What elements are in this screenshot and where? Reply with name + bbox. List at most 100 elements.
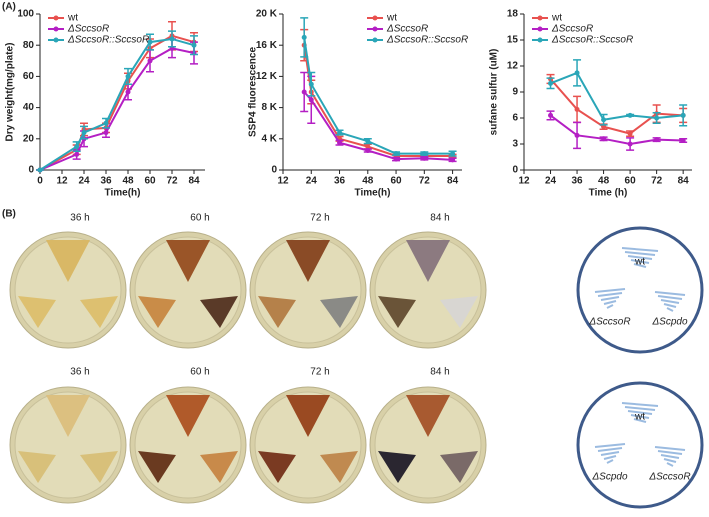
hatch [621, 247, 659, 252]
x-tick-label: 0 [37, 176, 43, 187]
colony [378, 451, 416, 483]
hatch [621, 402, 659, 407]
data-point [601, 136, 607, 142]
data-point [393, 156, 399, 162]
y-tick-label: 12 [507, 61, 519, 72]
data-point [393, 151, 399, 157]
x-tick-label: 24 [545, 176, 557, 187]
colony [286, 395, 330, 437]
hatch [600, 296, 620, 301]
data-point [125, 89, 131, 95]
time-label: 72 h [310, 213, 329, 224]
colony [80, 296, 118, 328]
y-tick-label: 8 K [261, 102, 277, 113]
colony [258, 451, 296, 483]
y-tick-label: 3 [512, 139, 518, 150]
data-point [627, 141, 633, 147]
legend-label: ΔSccsoR::SccsoR [67, 35, 149, 46]
data-point [308, 81, 314, 87]
x-tick-label: 48 [362, 176, 374, 187]
x-tick-label: 12 [277, 176, 289, 187]
y-tick-label: 6 [512, 113, 518, 124]
y-tick-label: 20 K [256, 9, 278, 20]
y-tick-label: 4 K [261, 133, 277, 144]
hatch [597, 447, 623, 452]
data-point [147, 58, 153, 64]
legend-marker [537, 26, 543, 32]
colony [258, 296, 296, 328]
x-axis-label: Time(h) [105, 188, 141, 199]
x-tick-label: 84 [188, 176, 200, 187]
x-tick-label: 36 [100, 176, 112, 187]
data-point [191, 42, 197, 48]
data-point [37, 167, 43, 173]
hatch [600, 451, 620, 456]
diagram-label: ΔSccsoR [648, 472, 690, 483]
y-axis-label: sufane sulfur (uM) [489, 49, 500, 136]
diagram-plate [576, 226, 704, 354]
data-point [365, 148, 371, 153]
diagram-label: ΔScpdo [591, 472, 628, 483]
panel-label: (A) [2, 2, 16, 13]
hatch [594, 443, 626, 448]
series-line [303, 37, 453, 155]
colony [18, 451, 56, 483]
data-point [74, 144, 80, 150]
data-point [601, 117, 607, 123]
colony [406, 240, 450, 282]
x-tick-label: 24 [78, 176, 90, 187]
data-point [450, 157, 456, 163]
legend-marker [537, 15, 543, 21]
panel-label: (B) [2, 209, 16, 220]
legend-label: ΔSccsoR [386, 24, 428, 35]
x-tick-label: 36 [571, 176, 583, 187]
time-label: 60 h [190, 367, 209, 378]
data-point [680, 138, 686, 144]
hatch [663, 458, 677, 463]
colony [440, 451, 478, 483]
x-axis-label: Time (h) [589, 188, 628, 199]
colony [166, 395, 210, 437]
colony [200, 296, 238, 328]
diagram-label: wt [634, 257, 645, 268]
series-line [550, 71, 684, 121]
y-tick-label: 60 [23, 71, 35, 82]
time-label: 60 h [190, 213, 209, 224]
colony [166, 240, 210, 282]
series-line [303, 45, 453, 157]
colony [18, 296, 56, 328]
hatch [666, 307, 674, 312]
x-tick-label: 48 [122, 176, 134, 187]
x-tick-label: 12 [518, 176, 530, 187]
time-label: 36 h [70, 367, 89, 378]
y-tick-label: 0 [512, 165, 518, 176]
data-point [365, 144, 371, 150]
hatch [654, 446, 686, 451]
colony [378, 296, 416, 328]
legend-label: ΔSccsoR::SccsoR [551, 35, 633, 46]
legend-label: ΔSccsoR::SccsoR [386, 35, 468, 46]
diagram-plate [576, 381, 704, 509]
colony [46, 240, 90, 282]
y-tick-label: 15 [507, 35, 519, 46]
time-label: 36 h [70, 213, 89, 224]
y-axis-label: Dry weight(mg/plate) [5, 43, 16, 142]
data-point [627, 131, 633, 137]
y-tick-label: 9 [512, 87, 518, 98]
data-point [654, 137, 660, 143]
data-point [421, 155, 427, 161]
hatch [660, 454, 680, 459]
hatch [666, 462, 674, 467]
data-point [169, 36, 175, 42]
colony [320, 451, 358, 483]
hatch [597, 292, 623, 297]
y-tick-label: 18 [507, 9, 519, 20]
data-point [365, 138, 371, 144]
hatch [603, 455, 617, 460]
hatch [594, 288, 626, 293]
series-line [39, 34, 195, 171]
time-label: 72 h [310, 367, 329, 378]
y-axis-label: SSP4 fluorescence [248, 47, 259, 137]
x-tick-label: 84 [678, 176, 690, 187]
